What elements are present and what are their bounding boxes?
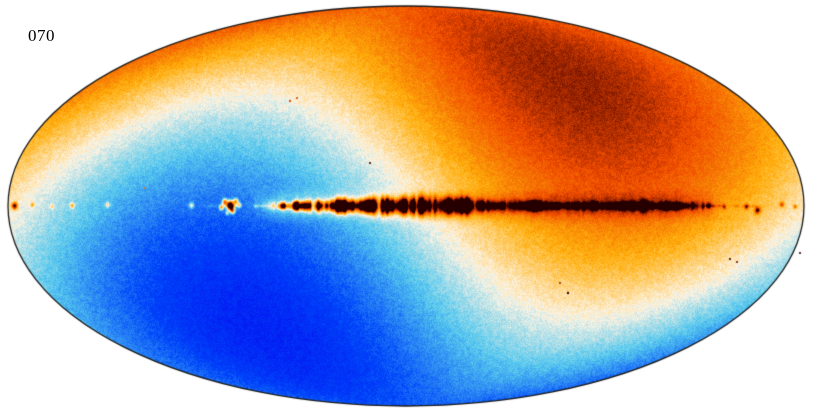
frequency-band-label: 070	[28, 26, 55, 45]
